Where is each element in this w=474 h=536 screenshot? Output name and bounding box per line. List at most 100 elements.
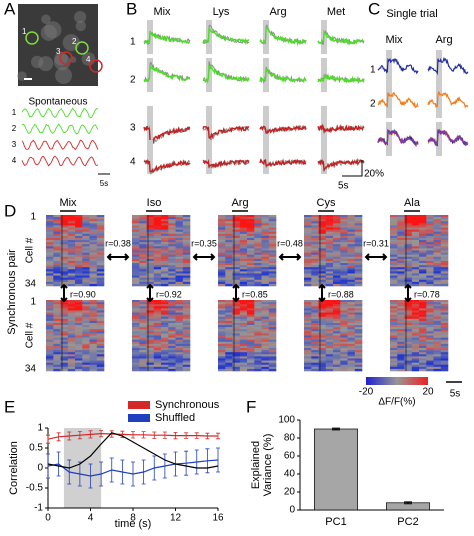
heatmap-cell: [239, 306, 248, 309]
heatmap-cell: [60, 271, 68, 274]
heatmap-cell: [67, 281, 76, 285]
heatmap-cell: [390, 358, 398, 361]
heatmap-cell: [247, 281, 255, 285]
colorbar: [366, 377, 428, 385]
heatmap-cell: [268, 368, 277, 372]
trace: [202, 28, 250, 46]
heatmap-cell: [75, 364, 83, 368]
heatmap-cell: [89, 337, 97, 340]
heatmap-cell: [404, 325, 412, 328]
heatmap-cell: [426, 329, 434, 332]
heatmap-cell: [419, 331, 427, 334]
heatmap-cell: [347, 279, 355, 283]
heatmap-cell: [340, 316, 348, 320]
heatmap-cell: [333, 277, 341, 281]
heatmap-cell: [333, 337, 341, 340]
heatmap-cell: [433, 356, 441, 359]
heatmap-cell: [419, 240, 427, 243]
heatmap-cell: [96, 229, 105, 233]
heatmap-cell: [340, 306, 348, 309]
heatmap-cell: [433, 240, 441, 243]
heatmap-cell: [433, 318, 441, 322]
heatmap-cell: [132, 260, 140, 264]
heatmap-cell: [325, 360, 334, 363]
heatmap-cell: [146, 275, 154, 278]
heatmap-cell: [46, 215, 54, 218]
heatmap-cell: [347, 252, 355, 255]
heatmap-cell: [225, 252, 233, 255]
heatmap-cell: [354, 225, 363, 228]
heatmap-cell: [419, 267, 427, 270]
heatmap-cell: [419, 327, 427, 330]
heatmap-cell: [96, 339, 105, 343]
heatmap-cell: [75, 322, 83, 326]
trace: [377, 130, 419, 148]
heatmap-cell: [153, 229, 162, 233]
heatmap-cell: [53, 327, 61, 330]
heatmap-cell: [390, 250, 398, 253]
heatmap-cell: [225, 281, 233, 285]
heatmap-cell: [46, 327, 54, 330]
heatmap-cell: [60, 337, 68, 340]
heatmap-cell: [89, 217, 97, 220]
heatmap-cell: [347, 246, 355, 249]
heatmap-cell: [139, 350, 147, 353]
heatmap-cell: [325, 300, 334, 303]
heatmap-cell: [411, 316, 420, 320]
heatmap-cell: [411, 260, 420, 264]
heatmap-cell: [75, 242, 83, 245]
heatmap-cell: [419, 233, 427, 237]
heatmap-cell: [325, 316, 334, 320]
heatmap-cell: [247, 267, 255, 270]
heatmap-cell: [311, 273, 319, 276]
heatmap-cell: [89, 354, 97, 357]
heatmap-cell: [182, 221, 191, 224]
heatmap-cell: [82, 360, 90, 363]
heatmap-cell: [139, 358, 147, 361]
cell-blob: [74, 11, 87, 24]
heatmap-cell: [225, 362, 233, 366]
heatmap-cell: [347, 235, 355, 239]
heatmap-cell: [333, 231, 341, 235]
heatmap-cell: [232, 306, 240, 309]
heatmap-cell: [218, 227, 226, 230]
heatmap-cell: [218, 265, 226, 268]
heatmap-cell: [318, 356, 326, 359]
heatmap-cell: [311, 258, 319, 262]
heatmap-cell: [404, 348, 412, 351]
heatmap-cell: [161, 231, 169, 235]
heatmap-cell: [254, 250, 262, 253]
heatmap-cell: [239, 248, 248, 251]
heatmap-cell: [132, 341, 140, 345]
heatmap-cell: [89, 267, 97, 270]
heatmap-cell: [433, 339, 441, 343]
heatmap-cell: [225, 320, 233, 324]
heatmap-cell: [232, 308, 240, 311]
heatmap-cell: [254, 310, 262, 313]
heatmap-cell: [347, 250, 355, 253]
heatmap-cell: [161, 327, 169, 330]
heatmap-cell: [268, 246, 277, 249]
heatmap-cell: [96, 310, 105, 313]
heatmap-cell: [53, 252, 61, 255]
heatmap-cell: [261, 354, 269, 357]
heatmap-cell: [67, 279, 76, 283]
heatmap-cell: [82, 302, 90, 305]
heatmap-cell: [175, 231, 183, 235]
heatmap-cell: [153, 345, 162, 349]
heatmap-cell: [161, 271, 169, 274]
heatmap-cell: [67, 304, 76, 307]
heatmap-cell: [433, 335, 441, 338]
heatmap-cell: [304, 364, 312, 368]
heatmap-cell: [225, 248, 233, 251]
heatmap-cell: [232, 331, 240, 334]
heatmap-cell: [239, 258, 248, 262]
heatmap-cell: [67, 221, 76, 224]
heatmap-cell: [325, 279, 334, 283]
heatmap-cell: [254, 252, 262, 255]
heatmap-cell: [239, 242, 248, 245]
heatmap-cell: [53, 227, 61, 230]
heatmap-cell: [239, 335, 248, 338]
heatmap-cell: [175, 314, 183, 318]
heatmap-cell: [46, 331, 54, 334]
